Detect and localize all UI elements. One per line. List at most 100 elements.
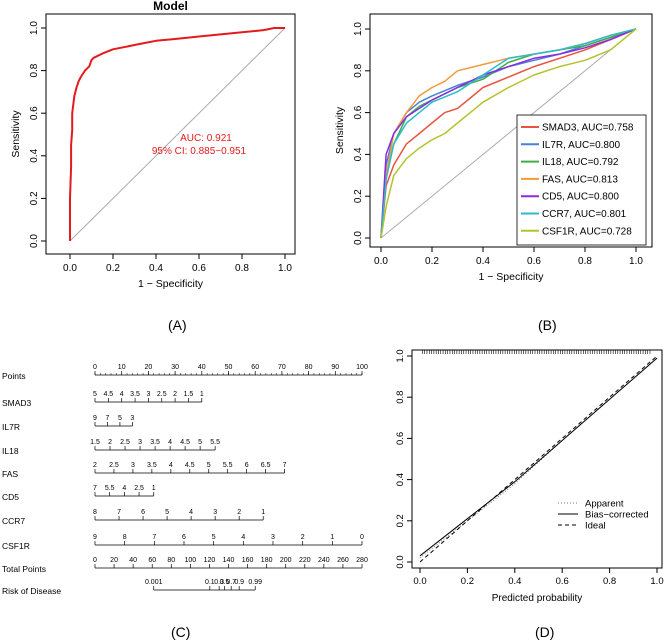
nomogram-tick-label: 3.5: [147, 462, 157, 469]
roc-chart-a: Model 0.0 0.2 0.4 0.6 0.8 1.0 0.0 0.2 0.4 0.6 0.8 1.…: [10, 0, 296, 290]
legend-entry: CSF1R, AUC=0.728: [542, 226, 632, 237]
y-tick-label: 0.8: [395, 391, 406, 404]
nomogram-tick-label: 4: [241, 534, 245, 541]
panel-label-d: (D): [535, 624, 555, 640]
nomogram-tick-label: 7: [152, 534, 156, 541]
calibration-curve-3: [419, 355, 658, 563]
plot-frame: [45, 13, 296, 255]
nomogram-tick-label: 5.5: [223, 462, 233, 469]
nomogram-tick-label: 7: [117, 509, 121, 516]
roc-curve-5: [380, 28, 637, 239]
x-tick-label: 0.0: [63, 263, 77, 274]
nomogram-tick-label: 80: [305, 364, 313, 371]
y-tick-label: 0.6: [395, 432, 406, 445]
x-tick-label: 0.2: [461, 576, 474, 587]
nomogram-tick-label: 1.5: [184, 391, 194, 398]
y-tick-label: 0.4: [353, 147, 364, 161]
x-tick-label: 0.2: [106, 263, 120, 274]
nomogram-row-label: CCR7: [2, 516, 25, 526]
legend-entry: CCR7, AUC=0.801: [542, 209, 627, 220]
nomogram-tick-label: 5: [118, 415, 122, 422]
nomogram-row-label: SMAD3: [2, 398, 32, 408]
nomogram-tick-label: 60: [148, 557, 156, 564]
nomogram-tick-label: 6: [141, 509, 145, 516]
nomogram-tick-label: 5: [198, 439, 202, 446]
nomogram-tick-label: 1: [330, 534, 334, 541]
y-tick-label: 0.6: [29, 106, 40, 120]
nomogram-row-label: IL7R: [2, 422, 20, 432]
plot-frame: [411, 349, 663, 569]
nomogram-tick-label: 2: [301, 534, 305, 541]
nomogram-tick-label: 3.5: [130, 391, 140, 398]
x-tick-label: 0.4: [508, 576, 521, 587]
nomogram-tick-label: 60: [251, 364, 259, 371]
roc-curve-1: [69, 27, 285, 241]
nomogram-tick-label: 2.5: [157, 391, 167, 398]
nomogram-tick-label: 4: [168, 439, 172, 446]
x-tick-label: 0.8: [603, 576, 616, 587]
y-axis-label: Sensitivity: [335, 106, 346, 154]
y-tick-label: 1.0: [353, 22, 364, 36]
nomogram-tick-label: 9: [93, 534, 97, 541]
nomogram-tick-label: 6: [245, 462, 249, 469]
nomogram-tick-label: 0: [93, 557, 97, 564]
y-tick-label: 0.6: [353, 105, 364, 119]
nomogram-tick-label: 2.5: [120, 439, 130, 446]
legend-entry: IL18, AUC=0.792: [542, 157, 619, 168]
reference-diagonal: [380, 28, 637, 239]
nomogram-tick-label: 2: [108, 439, 112, 446]
x-tick-label: 0.6: [192, 263, 206, 274]
nomogram-tick-label: 7: [106, 415, 110, 422]
nomogram-tick-label: 3: [131, 462, 135, 469]
nomogram-tick-label: 90: [331, 364, 339, 371]
nomogram-tick-label: 2: [237, 509, 241, 516]
nomogram-tick-label: 180: [261, 557, 273, 564]
nomogram-tick-label: 0: [93, 364, 97, 371]
y-tick-label: 0.0: [395, 555, 406, 568]
nomogram-tick-label: 7: [93, 485, 97, 492]
legend-entry: CD5, AUC=0.800: [542, 192, 619, 203]
nomogram-tick-label: 2.5: [134, 485, 144, 492]
nomogram-tick-label: 3.5: [150, 439, 160, 446]
x-axis-label: 1 − Specificity: [138, 278, 204, 290]
x-axis-label: Predicted probability: [492, 593, 583, 604]
legend-entry: Apparent: [585, 499, 624, 510]
x-tick-label: 0.0: [374, 256, 388, 267]
nomogram-row-label: CD5: [2, 492, 19, 502]
nomogram-tick-label: 4.5: [103, 391, 113, 398]
nomogram-tick-label: 7: [283, 462, 287, 469]
nomogram-row-label: Risk of Disease: [2, 586, 61, 596]
nomogram-tick-label: 1: [261, 509, 265, 516]
nomogram-tick-label: 2.5: [109, 462, 119, 469]
nomogram-tick-label: 30: [171, 364, 179, 371]
nomogram-tick-label: 20: [110, 557, 118, 564]
nomogram-tick-label: 220: [299, 557, 311, 564]
nomogram-tick-label: 70: [278, 364, 286, 371]
roc-curve-7: [380, 28, 637, 239]
nomogram-tick-label: 4: [122, 485, 126, 492]
nomogram-tick-label: 0.3: [214, 579, 224, 586]
y-tick-label: 0.2: [395, 514, 406, 527]
y-axis-label: Sensitivity: [10, 110, 22, 158]
roc-curve-6: [380, 28, 637, 239]
nomogram-tick-label: 8: [93, 509, 97, 516]
y-tick-label: 0.2: [29, 191, 40, 205]
nomogram-tick-label: 40: [129, 557, 137, 564]
panel-d: 0.0 0.2 0.4 0.6 0.8 1.0 0.0 0.2 0.4 0.6 0.8 1.0 Pred…: [385, 340, 669, 620]
roc-chart-b: 0.0 0.2 0.4 0.6 0.8 1.0 0.0 0.2 0.4 0.6 0.8 1.0 1 − …: [334, 13, 653, 283]
legend-entry: SMAD3, AUC=0.758: [542, 123, 634, 134]
calibration-curve-2: [419, 357, 658, 557]
panel-label-b: (B): [538, 317, 557, 333]
nomogram-tick-label: 100: [356, 364, 368, 371]
legend-box: [516, 114, 647, 246]
auc-annotation: AUC: 0.921: [180, 133, 232, 144]
x-tick-label: 0.0: [413, 576, 426, 587]
legend-entry: IL7R, AUC=0.800: [542, 140, 621, 151]
y-tick-label: 0.0: [29, 234, 40, 248]
roc-curve-1: [380, 28, 637, 239]
nomogram-tick-label: 5: [207, 462, 211, 469]
nomogram-row-label: Total Points: [2, 564, 46, 574]
nomogram-row-label: IL18: [2, 446, 19, 456]
x-tick-label: 0.6: [556, 576, 569, 587]
panel-b: 0.0 0.2 0.4 0.6 0.8 1.0 0.0 0.2 0.4 0.6 0.8 1.0 1 − …: [334, 0, 669, 330]
